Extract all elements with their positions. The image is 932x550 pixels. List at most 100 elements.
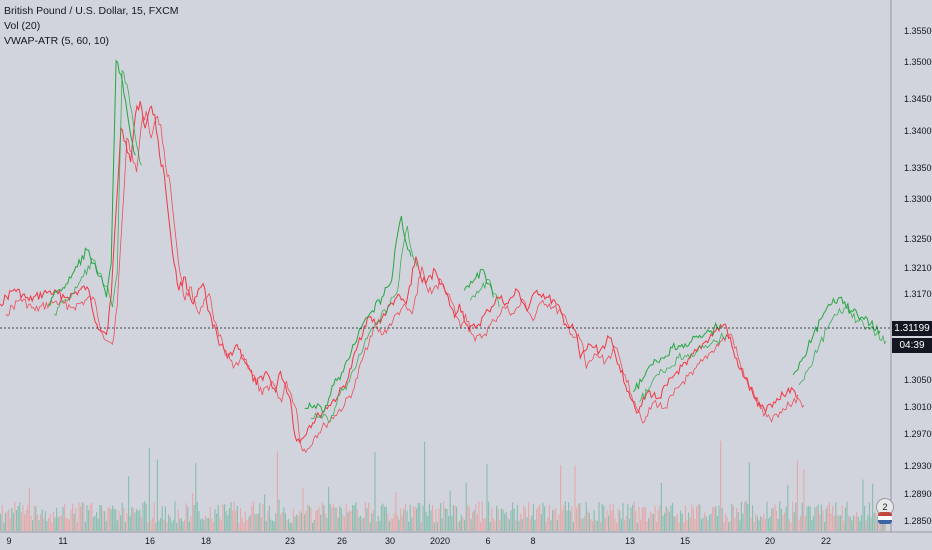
volume-bar [462, 517, 464, 531]
volume-bar [230, 502, 232, 531]
symbol-title[interactable]: British Pound / U.S. Dollar, 15, FXCM [4, 5, 179, 17]
volume-bar [681, 513, 683, 531]
volume-bar [19, 502, 21, 531]
time-tick-label: 16 [145, 536, 155, 546]
volume-bar [633, 501, 635, 531]
volume-bar [366, 507, 368, 531]
volume-bar [499, 519, 501, 531]
volume-bar [203, 519, 205, 531]
volume-bar [412, 506, 414, 531]
volume-bar [332, 504, 334, 531]
volume-bar [574, 465, 576, 531]
volume-bar [510, 510, 512, 531]
volume-bar [176, 522, 178, 531]
volume-bar [209, 506, 211, 531]
volume-bar [83, 503, 85, 531]
volume-bar [140, 517, 142, 531]
volume-bar [227, 515, 229, 531]
volume-indicator-label[interactable]: Vol (20) [4, 20, 41, 32]
volume-bar [632, 504, 634, 531]
volume-bar [518, 520, 520, 531]
volume-bar [755, 513, 757, 531]
volume-bar [17, 506, 19, 531]
volume-bar [305, 510, 307, 531]
volume-bar [51, 522, 53, 531]
country-flag-icon[interactable] [878, 512, 892, 524]
volume-bar [449, 490, 451, 531]
volume-bar [46, 521, 48, 531]
volume-bar [312, 523, 314, 531]
volume-bar [531, 515, 533, 531]
volume-bar [779, 501, 781, 531]
volume-bar [579, 503, 581, 531]
volume-bar [270, 519, 272, 531]
volume-bar [696, 506, 698, 531]
volume-bar [360, 515, 362, 531]
volume-bar [603, 505, 605, 531]
time-tick-label: 18 [201, 536, 211, 546]
volume-bar [686, 520, 688, 531]
volume-bar [641, 507, 643, 531]
volume-bar [232, 510, 234, 531]
volume-bar [640, 519, 642, 531]
volume-bar [436, 522, 438, 531]
volume-bar [876, 516, 878, 531]
volume-bar [4, 513, 6, 531]
volume-bar [331, 507, 333, 531]
volume-bar [107, 507, 109, 531]
volume-bar [256, 514, 258, 531]
volume-bar [760, 516, 762, 531]
volume-bar [160, 517, 162, 531]
volume-bar [790, 522, 792, 531]
volume-bar [708, 515, 710, 531]
volume-bar [536, 509, 538, 531]
price-axis[interactable]: 1.35500 1.35000 1.34500 1.34000 1.33500 1.330… [904, 26, 932, 526]
volume-bar [84, 521, 86, 531]
time-tick-label: 20 [765, 536, 775, 546]
volume-bar [675, 516, 677, 531]
volume-bar [180, 518, 182, 531]
volume-bar [390, 518, 392, 531]
volume-bar [828, 502, 830, 531]
volume-bar [643, 506, 645, 531]
volume-bar [204, 515, 206, 531]
volume-bar [131, 506, 133, 531]
volume-bar [460, 514, 462, 531]
volume-bar [113, 508, 115, 531]
vwap-atr-indicator-label[interactable]: VWAP-ATR (5, 60, 10) [4, 35, 110, 47]
volume-bar [361, 519, 363, 531]
volume-bar [595, 520, 597, 531]
volume-bar [385, 506, 387, 531]
volume-bar [14, 502, 16, 531]
volume-bar [347, 512, 349, 531]
volume-bar [419, 503, 421, 531]
volume-bar [200, 519, 202, 531]
time-axis[interactable]: 9 11 16 18 23 26 30 2020 6 8 13 15 20 22 [6, 536, 831, 546]
volume-bar [326, 517, 328, 531]
volume-bar [614, 518, 616, 531]
volume-bar [785, 506, 787, 531]
volume-bar [652, 514, 654, 531]
volume-bar [747, 504, 749, 531]
volume-bar [257, 513, 259, 531]
volume-bar [592, 521, 594, 531]
volume-bar [166, 522, 168, 531]
volume-bar [35, 506, 37, 531]
volume-bar [132, 508, 134, 531]
volume-bar [851, 520, 853, 531]
volume-bar [30, 516, 32, 531]
volume-bar [384, 507, 386, 531]
volume-bar [409, 504, 411, 531]
volume-bar [216, 513, 218, 531]
volume-bar [380, 505, 382, 531]
volume-bar [440, 503, 442, 531]
volume-bar [563, 505, 565, 531]
volume-bar [516, 505, 518, 531]
volume-bar [464, 520, 466, 531]
volume-bar [628, 518, 630, 531]
volume-bar [664, 512, 666, 531]
volume-bar [707, 520, 709, 531]
volume-bar [49, 514, 51, 531]
volume-bar [756, 516, 758, 531]
